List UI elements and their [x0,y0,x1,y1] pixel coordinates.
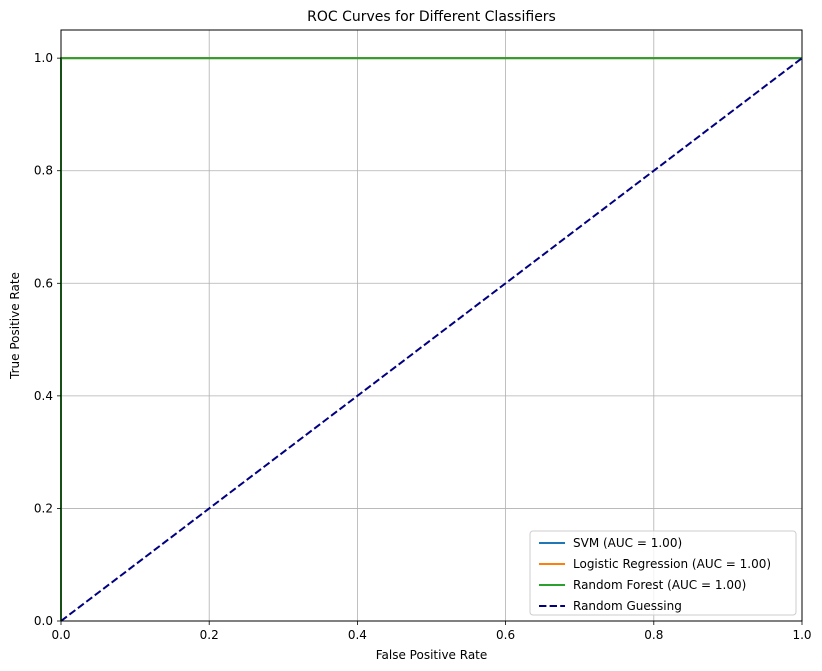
legend-label: Random Guessing [573,599,682,613]
y-tick-label: 0.0 [34,614,53,628]
legend-box [529,530,797,616]
y-tick-label: 0.4 [34,389,53,403]
x-tick-label: 0.0 [51,628,70,642]
legend-label: Logistic Regression (AUC = 1.00) [573,557,771,571]
y-axis-ticks: 0.0 0.2 0.4 0.6 0.8 1.0 [34,51,61,628]
y-tick-label: 0.8 [34,164,53,178]
x-tick-label: 0.2 [200,628,219,642]
grid [60,30,803,622]
y-tick-label: 0.2 [34,501,53,515]
legend-label: Random Forest (AUC = 1.00) [573,578,746,592]
x-tick-label: 0.4 [348,628,367,642]
x-tick-label: 1.0 [792,628,811,642]
chart-title: ROC Curves for Different Classifiers [307,9,556,25]
series-line-4 [60,57,803,622]
legend: SVM (AUC = 1.00) Logistic Regression (AUC… [529,530,797,616]
x-tick-label: 0.8 [644,628,663,642]
y-axis-label: True Positive Rate [8,272,22,380]
x-tick-label: 0.6 [496,628,515,642]
x-axis-label: False Positive Rate [376,648,488,662]
legend-label: SVM (AUC = 1.00) [573,536,682,550]
x-axis-ticks: 0.0 0.2 0.4 0.6 0.8 1.0 [51,621,812,642]
y-tick-label: 0.6 [34,276,53,290]
y-tick-label: 1.0 [34,51,53,65]
plot-frame [60,29,803,622]
